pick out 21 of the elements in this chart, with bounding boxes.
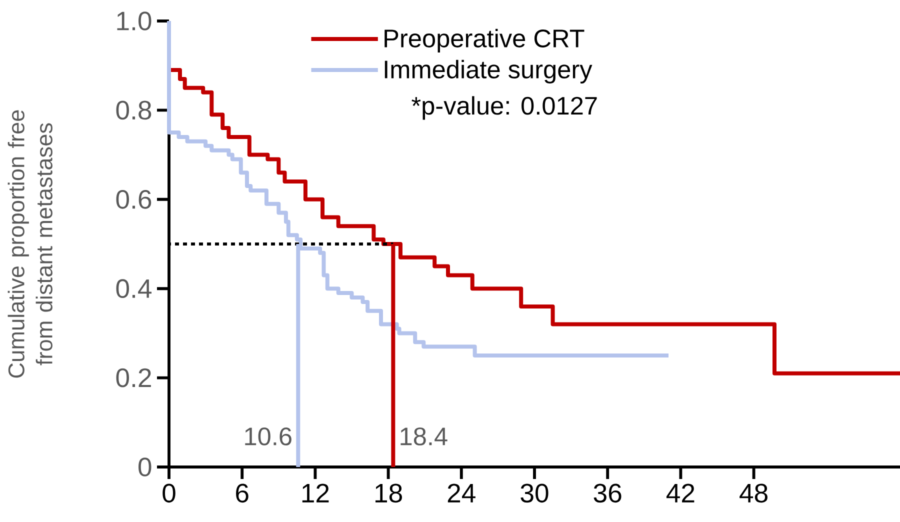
- y-tick-label: 0: [138, 458, 152, 476]
- annotation: *p-value: 0.0127: [412, 96, 597, 120]
- legend-label: Immediate surgery: [384, 60, 592, 84]
- x-tick-label: 12: [302, 484, 329, 502]
- x-tick-label: 0: [162, 484, 176, 503]
- x-tick-label: 18: [376, 484, 402, 503]
- y-tick-label: 0.2: [116, 368, 151, 388]
- annotation: 18.4: [400, 427, 448, 446]
- y-tick-label: 0.6: [116, 190, 152, 209]
- y-tick-label: 1.0: [117, 12, 152, 30]
- x-tick-label: 30: [520, 484, 548, 503]
- x-tick-label: 36: [594, 484, 622, 503]
- y-axis-title: Cumulative proportion free from distant metastases: [8, 110, 52, 378]
- x-tick-label: 24: [448, 484, 476, 502]
- legend-label: Preoperative CRT: [384, 28, 584, 52]
- x-tick-label: 42: [666, 484, 694, 502]
- y-tick-label: 0.4: [116, 279, 152, 298]
- annotation: 10.6: [245, 427, 292, 446]
- y-tick-label: 0.8: [116, 100, 152, 120]
- x-tick-label: 6: [236, 484, 248, 503]
- x-tick-label: 48: [740, 484, 768, 503]
